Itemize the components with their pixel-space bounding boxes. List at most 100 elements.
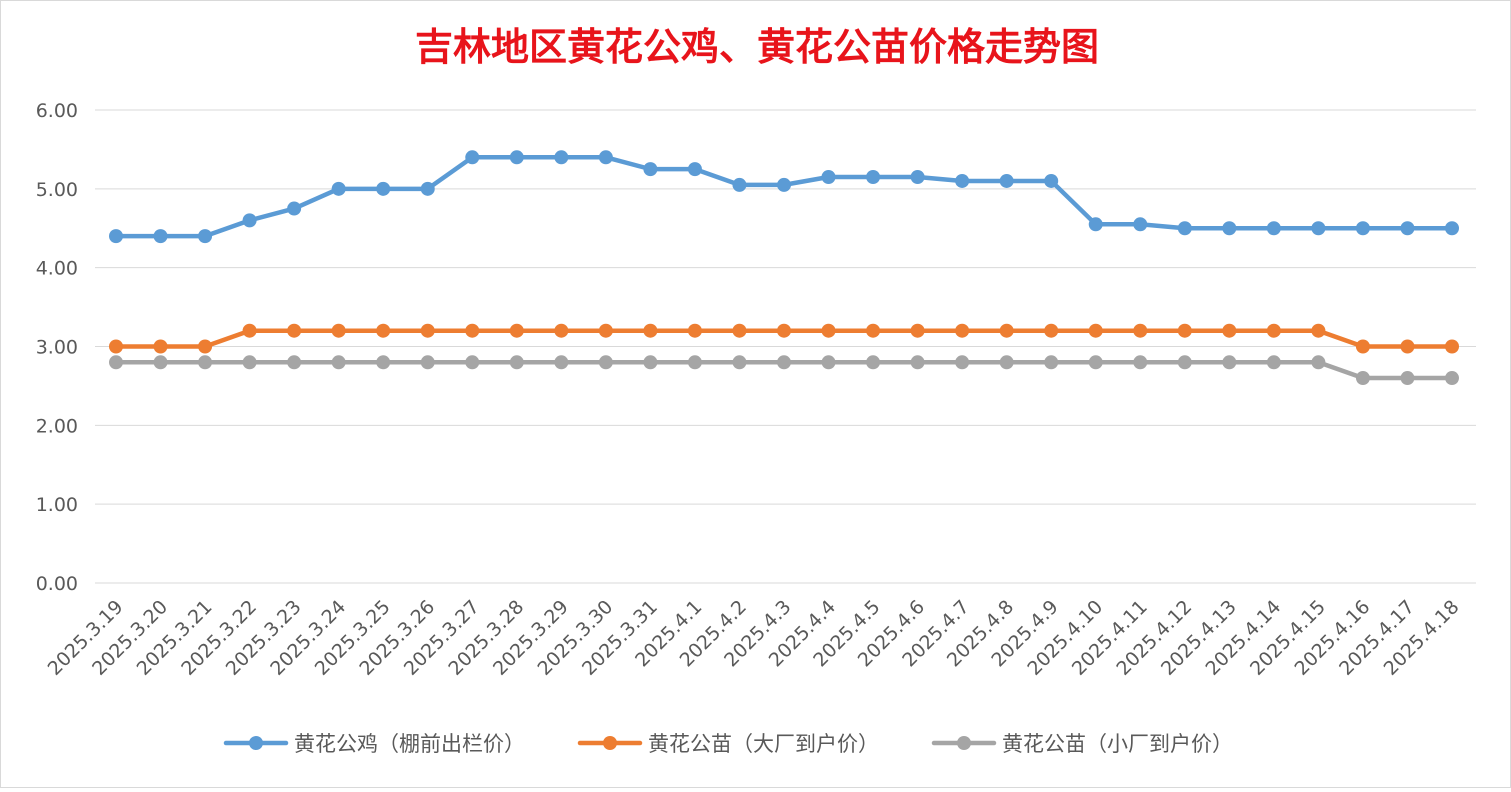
data-point	[687, 355, 702, 370]
data-point	[1133, 323, 1148, 338]
legend-item: 黄花公苗（小厂到户价）	[931, 732, 1233, 756]
data-point	[1088, 323, 1103, 338]
data-point	[376, 323, 391, 338]
data-point	[1445, 371, 1459, 386]
data-point	[1445, 221, 1459, 236]
data-point	[509, 150, 524, 165]
data-point	[955, 173, 970, 188]
data-point	[1266, 355, 1281, 370]
data-point	[1355, 371, 1370, 386]
data-point	[1355, 221, 1370, 236]
data-point	[242, 323, 257, 338]
data-point	[732, 177, 747, 192]
y-tick-label: 2.00	[36, 415, 78, 437]
legend-label: 黄花公鸡（棚前出栏价）	[294, 732, 525, 756]
data-point	[1222, 323, 1237, 338]
data-point	[1133, 355, 1148, 370]
legend-item: 黄花公鸡（棚前出栏价）	[223, 732, 525, 756]
data-point	[420, 181, 435, 196]
data-point	[242, 213, 257, 228]
data-point	[598, 150, 613, 165]
data-point	[287, 201, 302, 216]
data-point	[1088, 217, 1103, 232]
data-point	[1311, 323, 1326, 338]
legend-label: 黄花公苗（小厂到户价）	[1002, 732, 1233, 756]
data-point	[1266, 221, 1281, 236]
data-point	[598, 323, 613, 338]
data-point	[465, 355, 480, 370]
data-point	[955, 323, 970, 338]
legend-label: 黄花公苗（大厂到户价）	[648, 732, 879, 756]
data-point	[1266, 323, 1281, 338]
data-point	[153, 339, 168, 354]
data-point	[198, 229, 213, 244]
data-point	[821, 170, 836, 185]
data-point	[732, 323, 747, 338]
data-point	[955, 355, 970, 370]
series-1	[109, 150, 1459, 244]
data-point	[554, 150, 569, 165]
data-point	[554, 355, 569, 370]
data-point	[732, 355, 747, 370]
data-point	[643, 323, 658, 338]
series-2	[109, 323, 1459, 354]
y-tick-label: 4.00	[36, 258, 78, 280]
data-point	[1445, 339, 1459, 354]
data-point	[910, 355, 925, 370]
data-point	[643, 355, 658, 370]
legend: 黄花公鸡（棚前出栏价） 黄花公苗（大厂到户价） 黄花公苗（小厂到户价）	[223, 732, 1233, 756]
data-point	[1222, 355, 1237, 370]
y-tick-label: 3.00	[36, 337, 78, 359]
data-point	[687, 323, 702, 338]
data-point	[242, 355, 257, 370]
data-point	[287, 323, 302, 338]
y-tick-label: 5.00	[36, 179, 78, 201]
data-point	[153, 229, 168, 244]
data-point	[331, 355, 346, 370]
data-point	[1311, 355, 1326, 370]
y-axis-tick-labels: 0.00 1.00 2.00 3.00 4.00 5.00 6.00	[36, 100, 78, 595]
data-point	[999, 173, 1014, 188]
data-point	[598, 355, 613, 370]
y-tick-label: 6.00	[36, 100, 78, 122]
y-tick-label: 1.00	[36, 494, 78, 516]
data-point	[198, 355, 213, 370]
data-point	[287, 355, 302, 370]
legend-marker	[249, 736, 263, 750]
data-point	[866, 323, 881, 338]
data-point	[643, 162, 658, 177]
data-point	[465, 150, 480, 165]
data-point	[1044, 323, 1059, 338]
data-point	[999, 355, 1014, 370]
data-point	[1044, 173, 1059, 188]
data-point	[1177, 355, 1192, 370]
data-point	[777, 177, 791, 192]
series-3	[109, 355, 1459, 386]
data-point	[1355, 339, 1370, 354]
data-point	[331, 323, 346, 338]
data-point	[910, 323, 925, 338]
series-lines	[109, 150, 1459, 386]
data-point	[109, 339, 123, 354]
data-point	[420, 355, 435, 370]
data-point	[376, 355, 391, 370]
data-point	[1177, 221, 1192, 236]
data-point	[198, 339, 213, 354]
data-point	[1311, 221, 1326, 236]
data-point	[866, 355, 881, 370]
data-point	[465, 323, 480, 338]
data-point	[509, 355, 524, 370]
data-point	[821, 355, 836, 370]
chart-title: 吉林地区黄花公鸡、黄花公苗价格走势图	[415, 24, 1099, 69]
data-point	[910, 170, 925, 185]
data-point	[821, 323, 836, 338]
data-point	[1177, 323, 1192, 338]
data-point	[777, 355, 791, 370]
data-point	[999, 323, 1014, 338]
data-point	[376, 181, 391, 196]
data-point	[109, 355, 123, 370]
data-point	[509, 323, 524, 338]
